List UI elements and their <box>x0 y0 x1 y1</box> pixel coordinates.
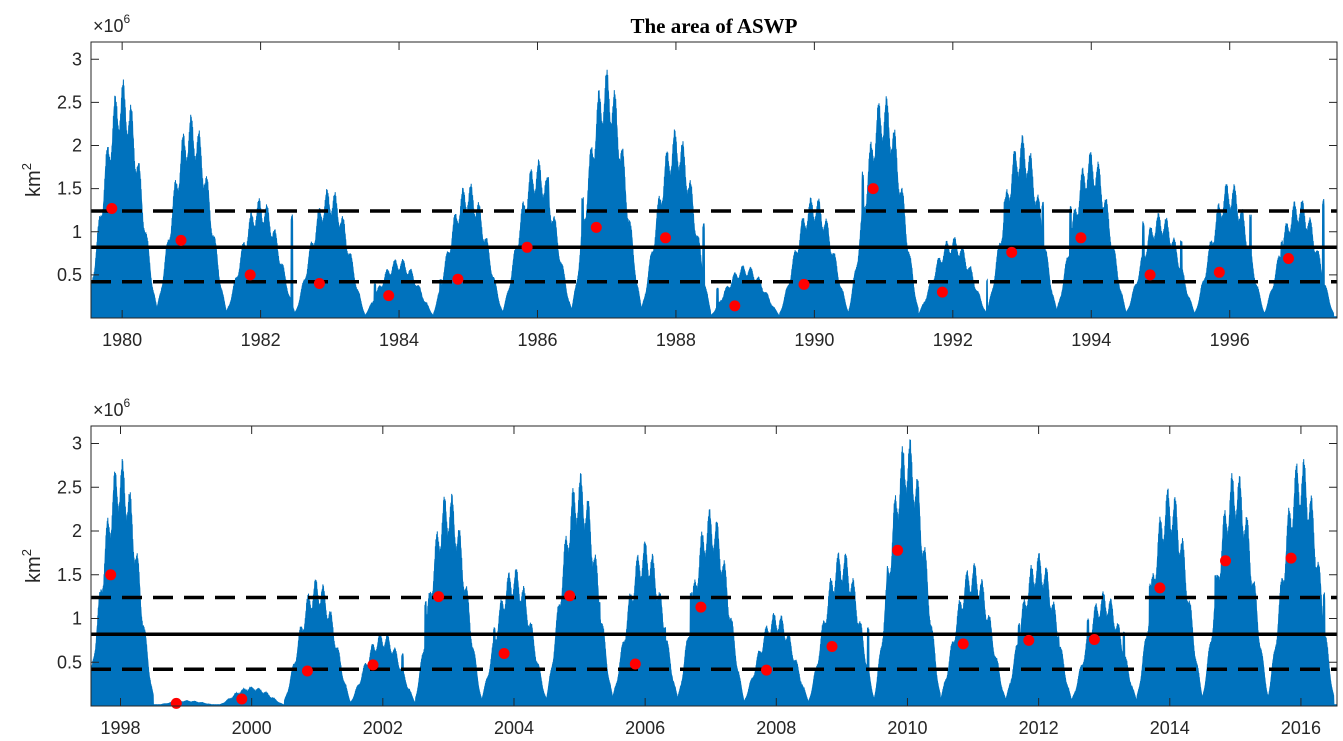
x-tick-label: 2010 <box>887 718 927 738</box>
data-point <box>1283 253 1294 264</box>
data-point <box>867 183 879 195</box>
data-point <box>521 241 533 253</box>
data-point <box>383 290 395 302</box>
data-point <box>244 269 256 281</box>
y-multiplier-power: 6 <box>124 396 131 410</box>
y-tick-label: 2 <box>72 521 82 541</box>
y-axis-label: km2 <box>19 163 45 197</box>
x-tick-label: 2016 <box>1281 718 1321 738</box>
data-point <box>590 221 602 233</box>
data-point <box>798 278 810 290</box>
data-point <box>695 601 707 613</box>
x-tick-label: 2008 <box>756 718 796 738</box>
y-multiplier-base: ×10 <box>93 16 124 36</box>
y-tick-label: 0.5 <box>57 265 82 285</box>
y-multiplier-base: ×10 <box>93 400 124 420</box>
x-tick-label: 2000 <box>232 718 272 738</box>
y-tick-label: 1.5 <box>57 565 82 585</box>
data-point <box>1075 232 1087 244</box>
x-tick-label: 1996 <box>1210 330 1250 350</box>
data-point <box>826 641 838 652</box>
y-axis-label-unit: km <box>23 556 45 583</box>
y-axis-label: km2 <box>19 549 45 583</box>
data-point <box>301 665 313 677</box>
data-point <box>660 232 671 244</box>
x-tick-label: 2004 <box>494 718 534 738</box>
y-tick-label: 1 <box>72 222 82 242</box>
bottom-panel: 0.5 1 1.5 2 2.5 3 1998 2000 2002 2004 2006 2008 2010… <box>19 396 1338 738</box>
data-point <box>892 544 904 556</box>
y-axis-label-unit: km <box>23 170 45 197</box>
y-tick-label: 1 <box>72 609 82 629</box>
x-tick-label: 2002 <box>363 718 403 738</box>
data-point <box>236 693 248 705</box>
data-point <box>629 658 641 670</box>
data-point <box>1220 555 1231 567</box>
data-point <box>761 664 772 676</box>
y-tick-label: 0.5 <box>57 652 82 672</box>
x-tick-label: 2006 <box>625 718 665 738</box>
data-point <box>1154 582 1166 594</box>
x-tick-label: 1992 <box>933 330 973 350</box>
y-tick-label: 2.5 <box>57 92 82 112</box>
chart-title: The area of ASWP <box>630 14 797 38</box>
y-multiplier-power: 6 <box>124 12 131 26</box>
x-tick-label: 1980 <box>102 330 142 350</box>
x-tick-label: 1984 <box>379 330 419 350</box>
axes-box <box>90 425 1338 707</box>
data-point <box>957 638 969 650</box>
data-point <box>498 648 510 659</box>
y-tick-label: 1.5 <box>57 179 82 199</box>
data-point <box>729 300 741 312</box>
data-point <box>564 590 576 602</box>
x-tick-label: 1986 <box>517 330 557 350</box>
y-tick-label: 3 <box>72 434 82 454</box>
x-tick-label: 1982 <box>241 330 281 350</box>
data-point <box>1285 552 1297 564</box>
data-point <box>1213 266 1225 278</box>
data-point <box>433 591 445 603</box>
data-point <box>936 286 948 298</box>
x-tick-label: 1988 <box>656 330 696 350</box>
data-point <box>1006 246 1018 258</box>
data-point <box>175 234 187 246</box>
top-panel: 0.5 1 1.5 2 2.5 3 1980 1982 1984 1986 1988 1990 1992… <box>19 12 1338 350</box>
area-series <box>90 439 1338 707</box>
area-series <box>90 69 1338 319</box>
data-point <box>452 273 464 285</box>
y-tick-label: 3 <box>72 49 82 69</box>
y-multiplier: ×106 <box>93 396 131 420</box>
y-tick-label: 2 <box>72 136 82 156</box>
x-tick-label: 2014 <box>1150 718 1190 738</box>
x-tick-label: 1990 <box>794 330 834 350</box>
data-point <box>1144 269 1156 281</box>
y-tick-label: 2.5 <box>57 477 82 497</box>
data-point <box>1023 634 1035 646</box>
data-point <box>106 203 118 214</box>
x-tick-label: 2012 <box>1019 718 1059 738</box>
data-point <box>367 659 379 671</box>
y-axis-label-power: 2 <box>19 163 34 170</box>
y-axis-label-power: 2 <box>19 549 34 556</box>
axes-box <box>90 41 1338 319</box>
data-point <box>313 278 325 289</box>
data-point <box>170 697 182 709</box>
x-tick-label: 1998 <box>100 718 140 738</box>
y-multiplier: ×106 <box>93 12 131 36</box>
data-point <box>105 569 117 581</box>
data-point <box>1088 634 1100 645</box>
x-tick-label: 1994 <box>1071 330 1111 350</box>
